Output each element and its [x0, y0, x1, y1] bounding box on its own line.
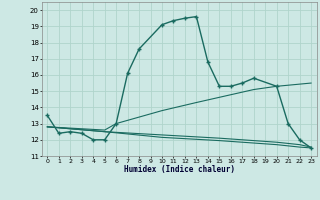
X-axis label: Humidex (Indice chaleur): Humidex (Indice chaleur): [124, 165, 235, 174]
